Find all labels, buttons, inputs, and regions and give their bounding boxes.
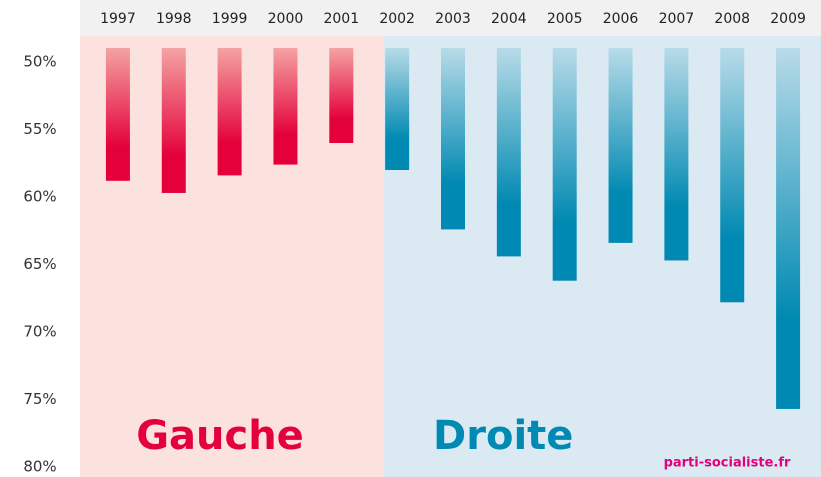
y-tick-label: 50%: [23, 53, 56, 71]
bar: [273, 48, 298, 165]
bar: [664, 48, 689, 261]
bar: [608, 48, 633, 243]
bar: [105, 48, 130, 181]
bar: [441, 48, 465, 230]
x-tick-label: 1997: [100, 11, 136, 27]
x-tick-label: 2001: [323, 11, 359, 27]
x-tick-label: 2008: [714, 11, 750, 27]
x-tick-label: 2003: [435, 11, 471, 27]
x-tick-label: 2000: [268, 11, 304, 27]
x-tick-label: 2006: [603, 11, 639, 27]
x-tick-label: 2007: [659, 11, 695, 27]
bar: [385, 48, 410, 170]
x-tick-label: 1999: [212, 11, 248, 27]
bar: [720, 48, 745, 303]
region-label: Droite: [433, 413, 573, 459]
bar: [776, 48, 801, 409]
bar: [552, 48, 577, 281]
y-tick-label: 55%: [23, 120, 56, 138]
y-tick-label: 75%: [23, 390, 56, 408]
x-tick-label: 2009: [770, 11, 806, 27]
x-tick-label: 2004: [491, 11, 527, 27]
x-tick-label: 1998: [156, 11, 192, 27]
bar: [329, 48, 354, 143]
x-tick-label: 2005: [547, 11, 583, 27]
bar: [496, 48, 521, 257]
y-tick-label: 80%: [23, 458, 56, 476]
y-tick-label: 70%: [23, 323, 56, 341]
year-strip: [80, 0, 821, 36]
region-label: Gauche: [136, 413, 304, 459]
bar: [161, 48, 186, 193]
y-tick-label: 60%: [23, 188, 56, 206]
bar: [217, 48, 242, 176]
y-tick-label: 65%: [23, 255, 56, 273]
source: parti-socialiste.fr: [664, 456, 791, 471]
x-tick-label: 2002: [379, 11, 415, 27]
